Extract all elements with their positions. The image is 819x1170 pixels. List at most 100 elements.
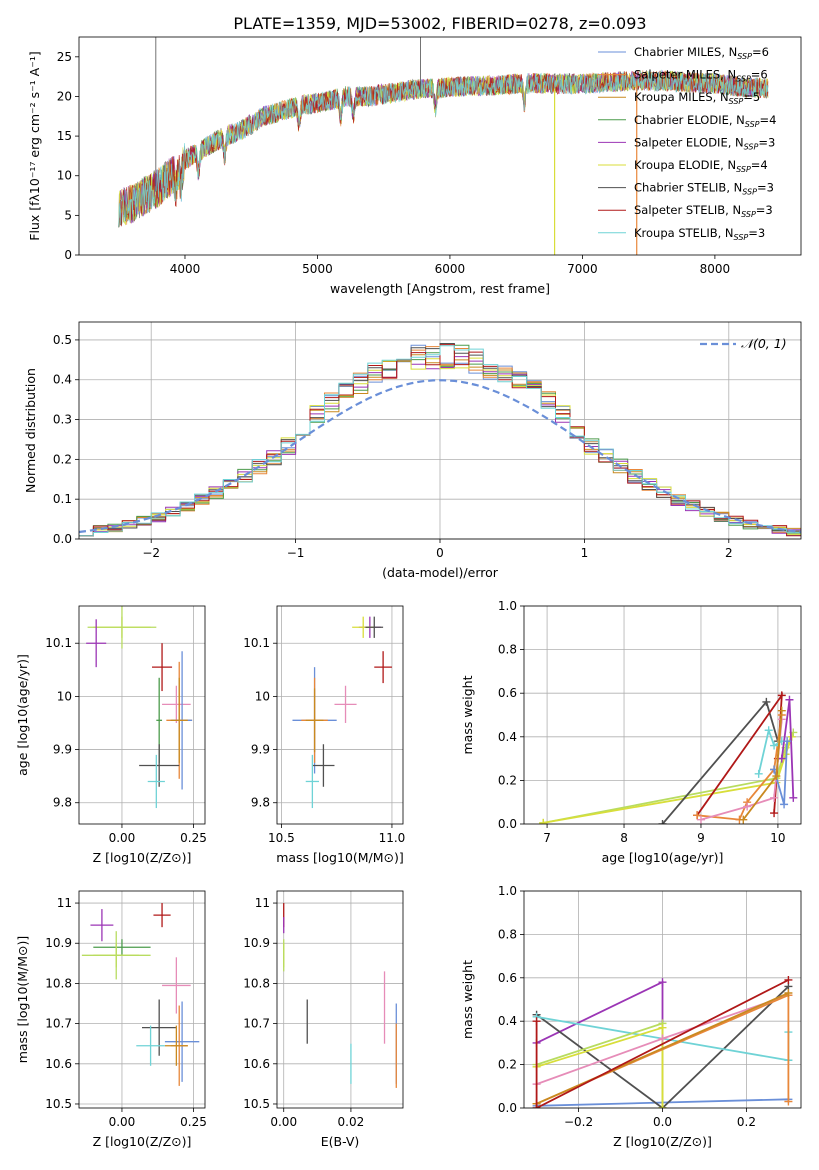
age-vs-Z-ytick-label: 10 (57, 689, 72, 703)
massweight-vs-age-ytick-label: 0.4 (498, 730, 517, 744)
series-marker (754, 769, 763, 778)
series-line (543, 731, 795, 824)
massweight-vs-Z-xtick-label: −0.2 (564, 1115, 593, 1129)
massweight-vs-Z-ytick-label: 0.8 (498, 927, 517, 941)
massweight-vs-age-ytick-label: 0.6 (498, 686, 517, 700)
series-marker (539, 818, 548, 824)
series-marker (784, 1097, 793, 1106)
mass-vs-EBV-ytick-label: 10.8 (243, 976, 270, 990)
legend-entry: Kroupa MILES, NSSP=5 (634, 90, 760, 106)
series-marker (762, 697, 771, 706)
age-vs-mass-ytick-label: 10 (255, 689, 270, 703)
spectrum-xtick-label: 5000 (302, 262, 333, 276)
massweight-vs-Z-frame (523, 890, 802, 1109)
massweight-vs-age-ytick-label: 0.2 (498, 773, 517, 787)
age-vs-mass-ytick-label: 9.9 (251, 743, 270, 757)
series-marker (770, 793, 779, 802)
series-line (535, 979, 789, 1108)
figure-title: PLATE=1359, MJD=53002, FIBERID=0278, z=0… (233, 14, 646, 33)
series-marker (785, 695, 794, 704)
mass-vs-Z-ylabel: mass [log10(M/M⊙)] (15, 936, 30, 1064)
age-vs-Z-ytick-label: 10.1 (45, 636, 72, 650)
massweight-vs-Z-ytick-label: 0.4 (498, 1014, 517, 1028)
age-vs-mass-frame (276, 605, 404, 825)
series-marker (777, 706, 786, 715)
series-marker (658, 820, 667, 824)
age-vs-Z-ytick-label: 9.9 (53, 743, 72, 757)
residuals-ylabel: Normed distribution (23, 368, 38, 493)
age-vs-Z-xtick-label: 0.00 (109, 831, 136, 845)
legend-entry: Chabrier ELODIE, NSSP=4 (634, 113, 776, 129)
normal-reference-curve (79, 379, 801, 534)
spectrum-frame (78, 36, 802, 256)
series-line (757, 727, 783, 775)
massweight-vs-age-xtick-label: 8 (620, 831, 628, 845)
massweight-vs-age-panel: 7 8 9 10 0.0 0.2 0.4 0.6 0.8 1.0 age [log10(age/yr… (460, 599, 802, 865)
mass-vs-Z-xtick-label: 0.25 (180, 1115, 207, 1129)
massweight-vs-Z-xtick-label: 0.0 (653, 1115, 672, 1129)
series-marker (658, 1034, 667, 1043)
age-vs-Z-xtick-label: 0.25 (180, 831, 207, 845)
series-marker (777, 754, 786, 763)
series-line (536, 992, 789, 1105)
residuals-ytick-label: 0.2 (53, 452, 72, 466)
residuals-xtick-label: −2 (142, 546, 160, 560)
legend-entry: Chabrier MILES, NSSP=6 (634, 45, 769, 61)
legend-entry: Salpeter STELIB, NSSP=3 (634, 203, 773, 219)
spectrum-xtick-label: 8000 (700, 262, 731, 276)
mass-vs-Z-plot-area (81, 903, 200, 1086)
series-marker (532, 1104, 541, 1108)
massweight-vs-age-xtick-label: 7 (543, 831, 551, 845)
legend-entry: Salpeter ELODIE, NSSP=3 (634, 135, 775, 151)
mass-vs-Z-frame (78, 890, 206, 1109)
spectrum-xtick-label: 7000 (567, 262, 598, 276)
massweight-vs-Z-xtick-label: 0.2 (737, 1115, 756, 1129)
series-marker (658, 978, 667, 987)
massweight-vs-age-plot-area (539, 691, 798, 824)
residuals-panel: −2 −1 0 1 2 0.0 0.1 0.2 0.3 0.4 0.5 (data-model)/er… (23, 321, 802, 580)
mass-vs-Z-ytick-label: 10.7 (45, 1017, 72, 1031)
age-vs-mass-ytick-label: 10.1 (243, 636, 270, 650)
spectrum-ylabel: Flux [fλ10⁻¹⁷ erg cm⁻² s⁻¹ A⁻¹] (27, 51, 42, 240)
series-marker (772, 772, 781, 781)
series-line (742, 710, 783, 821)
series-marker (693, 811, 702, 820)
spectrum-plot-area (118, 37, 769, 255)
spectrum-series-line (118, 69, 769, 228)
massweight-vs-Z-ytick-label: 0.6 (498, 971, 517, 985)
mass-vs-EBV-panel: 0.00 0.02 10.5 10.6 10.7 10.8 10.9 11 E(B-V) (243, 890, 404, 1149)
spectrum-ytick-label: 0 (64, 248, 72, 262)
mass-vs-EBV-ytick-label: 10.5 (243, 1097, 270, 1111)
mass-vs-EBV-frame (276, 890, 404, 1109)
residuals-xlabel: (data-model)/error (382, 565, 499, 580)
residuals-ytick-label: 0.3 (53, 413, 72, 427)
residuals-xtick-label: 2 (725, 546, 733, 560)
spectrum-ytick-label: 25 (57, 50, 72, 64)
series-marker (783, 737, 792, 746)
age-vs-mass-xlabel: mass [log10(M/M⊙)] (276, 850, 404, 865)
spectrum-ytick-label: 5 (64, 208, 72, 222)
mass-vs-Z-xtick-label: 0.00 (109, 1115, 136, 1129)
spectrum-ytick-label: 15 (57, 129, 72, 143)
age-vs-mass-plot-area (292, 616, 392, 809)
residuals-ytick-label: 0.4 (53, 373, 72, 387)
residuals-xtick-label: 1 (581, 546, 589, 560)
series-line (536, 985, 790, 1108)
series-marker (770, 809, 779, 818)
mass-vs-Z-ytick-label: 11 (57, 896, 72, 910)
mass-vs-Z-ytick-label: 10.8 (45, 976, 72, 990)
massweight-vs-age-ylabel: mass weight (460, 675, 475, 754)
massweight-vs-Z-xlabel: Z [log10(Z/Z⊙)] (613, 1134, 712, 1149)
age-vs-mass-ytick-label: 9.8 (251, 796, 270, 810)
spectrum-xtick-label: 4000 (170, 262, 201, 276)
massweight-vs-age-ytick-label: 1.0 (498, 599, 517, 613)
spectrum-ytick-label: 10 (57, 169, 72, 183)
massweight-vs-age-xlabel: age [log10(age/yr)] (602, 850, 724, 865)
age-vs-Z-ylabel: age [log10(age/yr)] (15, 654, 30, 776)
series-marker (696, 815, 705, 824)
spectrum-legend: Chabrier MILES, NSSP=6 Salpeter MILES, NS… (598, 45, 776, 242)
series-line (696, 692, 783, 816)
legend-entry: Salpeter MILES, NSSP=6 (634, 68, 768, 84)
residuals-plot-area (79, 343, 801, 537)
series-marker (780, 800, 789, 809)
